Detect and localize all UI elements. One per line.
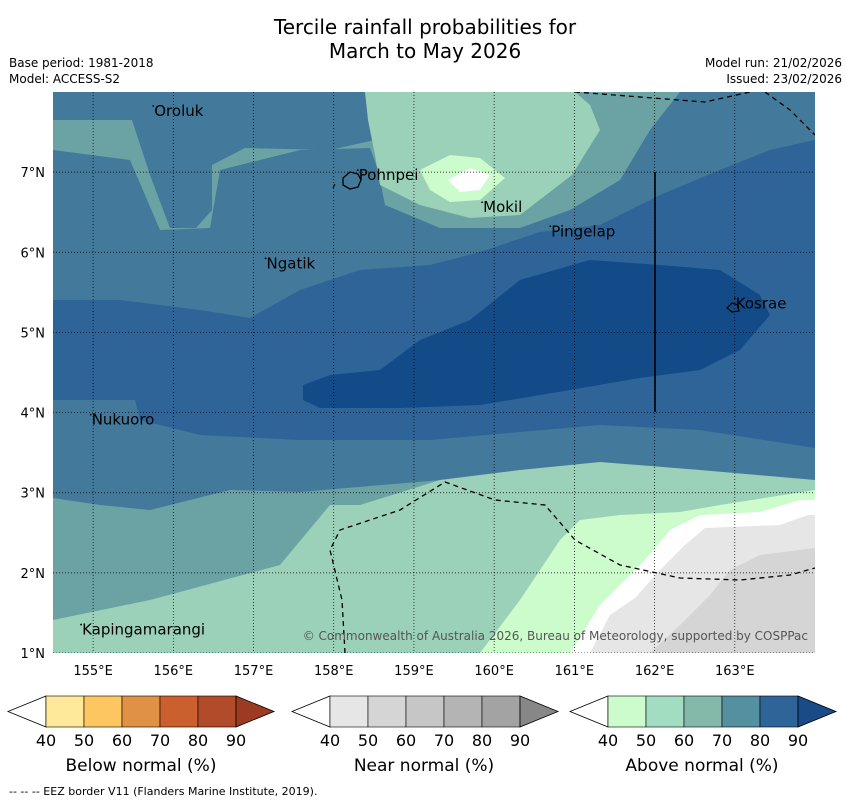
above-colorbar: 40 50 60 70 80 90 xyxy=(568,695,838,750)
near-colorbar-tick: 50 xyxy=(358,731,378,750)
lat-tick-label: 4°N xyxy=(21,407,46,422)
ant-atoll-shape xyxy=(332,183,336,189)
near-colorbar-swatch xyxy=(329,695,369,728)
near-colorbar-swatch xyxy=(367,695,407,728)
axis-labels: 155°E 156°E 157°E 158°E 159°E 160°E 161°E 162°E… xyxy=(21,166,755,679)
lat-tick-label: 2°N xyxy=(21,567,46,582)
above-colorbar-tick: 40 xyxy=(598,731,618,750)
above-normal-title: Above normal (%) xyxy=(625,756,779,776)
above-colorbar-swatch xyxy=(645,695,685,728)
place-label-oroluk: Oroluk xyxy=(154,102,203,120)
title-line-2: March to May 2026 xyxy=(328,39,522,63)
near-colorbar: 40 50 60 70 80 90 xyxy=(290,695,560,750)
base-period: Base period: 1981-2018 xyxy=(9,56,154,70)
place-marker xyxy=(264,257,267,260)
above-colorbar-swatch xyxy=(721,695,761,728)
near-colorbar-swatch xyxy=(405,695,445,728)
near-colorbar-swatch xyxy=(481,695,521,728)
below-colorbar: 40 50 60 70 80 90 xyxy=(6,695,276,750)
place-marker xyxy=(89,413,92,416)
near-colorbar-tick: 70 xyxy=(434,731,454,750)
below-colorbar-swatch xyxy=(121,695,161,728)
below-normal-title: Below normal (%) xyxy=(65,756,217,776)
below-colorbar-tick: 90 xyxy=(226,731,246,750)
above-colorbar-swatch xyxy=(759,695,799,728)
near-normal-title: Near normal (%) xyxy=(353,756,495,776)
lat-tick-label: 5°N xyxy=(21,326,46,341)
below-colorbar-swatch xyxy=(197,695,237,728)
lon-tick-label: 162°E xyxy=(635,664,675,679)
below-colorbar-swatch xyxy=(45,695,85,728)
below-colorbar-tick: 70 xyxy=(150,731,170,750)
near-colorbar-tick: 90 xyxy=(510,731,530,750)
model-name: Model: ACCESS-S2 xyxy=(9,72,121,86)
colorbars: 40 50 60 70 80 90 40 50 60 70 80 90 40 50 60 70 80 90 xyxy=(6,695,838,750)
model-run: Model run: 21/02/2026 xyxy=(704,56,842,70)
lon-tick-label: 157°E xyxy=(234,664,274,679)
above-colorbar-tick: 50 xyxy=(636,731,656,750)
below-colorbar-high-arrow xyxy=(235,695,276,728)
lon-tick-label: 156°E xyxy=(154,664,194,679)
lon-tick-label: 159°E xyxy=(394,664,434,679)
below-colorbar-tick: 60 xyxy=(112,731,132,750)
place-label-pingelap: Pingelap xyxy=(551,222,615,240)
below-colorbar-swatch xyxy=(159,695,199,728)
above-colorbar-swatch xyxy=(683,695,723,728)
place-marker xyxy=(549,225,552,228)
lat-tick-label: 6°N xyxy=(21,246,46,261)
lon-tick-label: 163°E xyxy=(715,664,755,679)
place-marker xyxy=(80,623,82,626)
place-label-pohnpei: Pohnpei xyxy=(359,166,419,184)
issued-date: Issued: 23/02/2026 xyxy=(726,72,842,86)
place-marker xyxy=(152,105,155,107)
near-colorbar-tick: 60 xyxy=(396,731,416,750)
lat-tick-label: 1°N xyxy=(21,647,46,662)
eez-borders xyxy=(329,92,815,653)
title-line-1: Tercile rainfall probabilities for xyxy=(273,15,577,39)
below-colorbar-tick: 80 xyxy=(188,731,208,750)
place-marker xyxy=(356,169,359,172)
below-colorbar-swatch xyxy=(83,695,123,728)
above-colorbar-tick: 60 xyxy=(674,731,694,750)
place-label-ngatik: Ngatik xyxy=(267,254,316,272)
above-colorbar-low-arrow xyxy=(568,695,609,728)
below-colorbar-low-arrow xyxy=(6,695,47,728)
place-marker xyxy=(481,201,484,204)
near-colorbar-tick: 80 xyxy=(472,731,492,750)
place-label-kapingamarangi: Kapingamarangi xyxy=(82,621,205,639)
place-label-mokil: Mokil xyxy=(483,198,522,216)
kosrae-island-shape xyxy=(726,302,740,313)
above-colorbar-tick: 70 xyxy=(712,731,732,750)
place-labels: Oroluk Pohnpei Mokil Pingelap Ngatik Kosrae Nu… xyxy=(80,102,786,639)
near-colorbar-low-arrow xyxy=(290,695,331,728)
place-label-nukuoro: Nukuoro xyxy=(92,411,155,429)
eez-footnote: -- -- -- EEZ border V11 (Flanders Marine… xyxy=(9,785,318,798)
lon-tick-label: 161°E xyxy=(555,664,595,679)
copyright-notice: © Commonwealth of Australia 2026, Bureau… xyxy=(303,629,808,643)
above-colorbar-tick: 90 xyxy=(788,731,808,750)
place-marker xyxy=(733,297,736,300)
probability-contours xyxy=(53,92,815,653)
lon-tick-label: 155°E xyxy=(73,664,113,679)
above-colorbar-high-arrow xyxy=(797,695,838,728)
lon-tick-label: 158°E xyxy=(314,664,354,679)
lat-tick-label: 3°N xyxy=(21,487,46,502)
above-colorbar-tick: 80 xyxy=(750,731,770,750)
near-colorbar-high-arrow xyxy=(519,695,560,728)
near-colorbar-tick: 40 xyxy=(320,731,340,750)
below-colorbar-tick: 40 xyxy=(36,731,56,750)
lon-tick-label: 160°E xyxy=(474,664,514,679)
above-colorbar-swatch xyxy=(607,695,647,728)
near-colorbar-swatch xyxy=(443,695,483,728)
below-colorbar-tick: 50 xyxy=(74,731,94,750)
place-label-kosrae: Kosrae xyxy=(736,294,787,312)
pohnpei-island-shape xyxy=(342,171,362,190)
lat-tick-label: 7°N xyxy=(21,166,46,181)
